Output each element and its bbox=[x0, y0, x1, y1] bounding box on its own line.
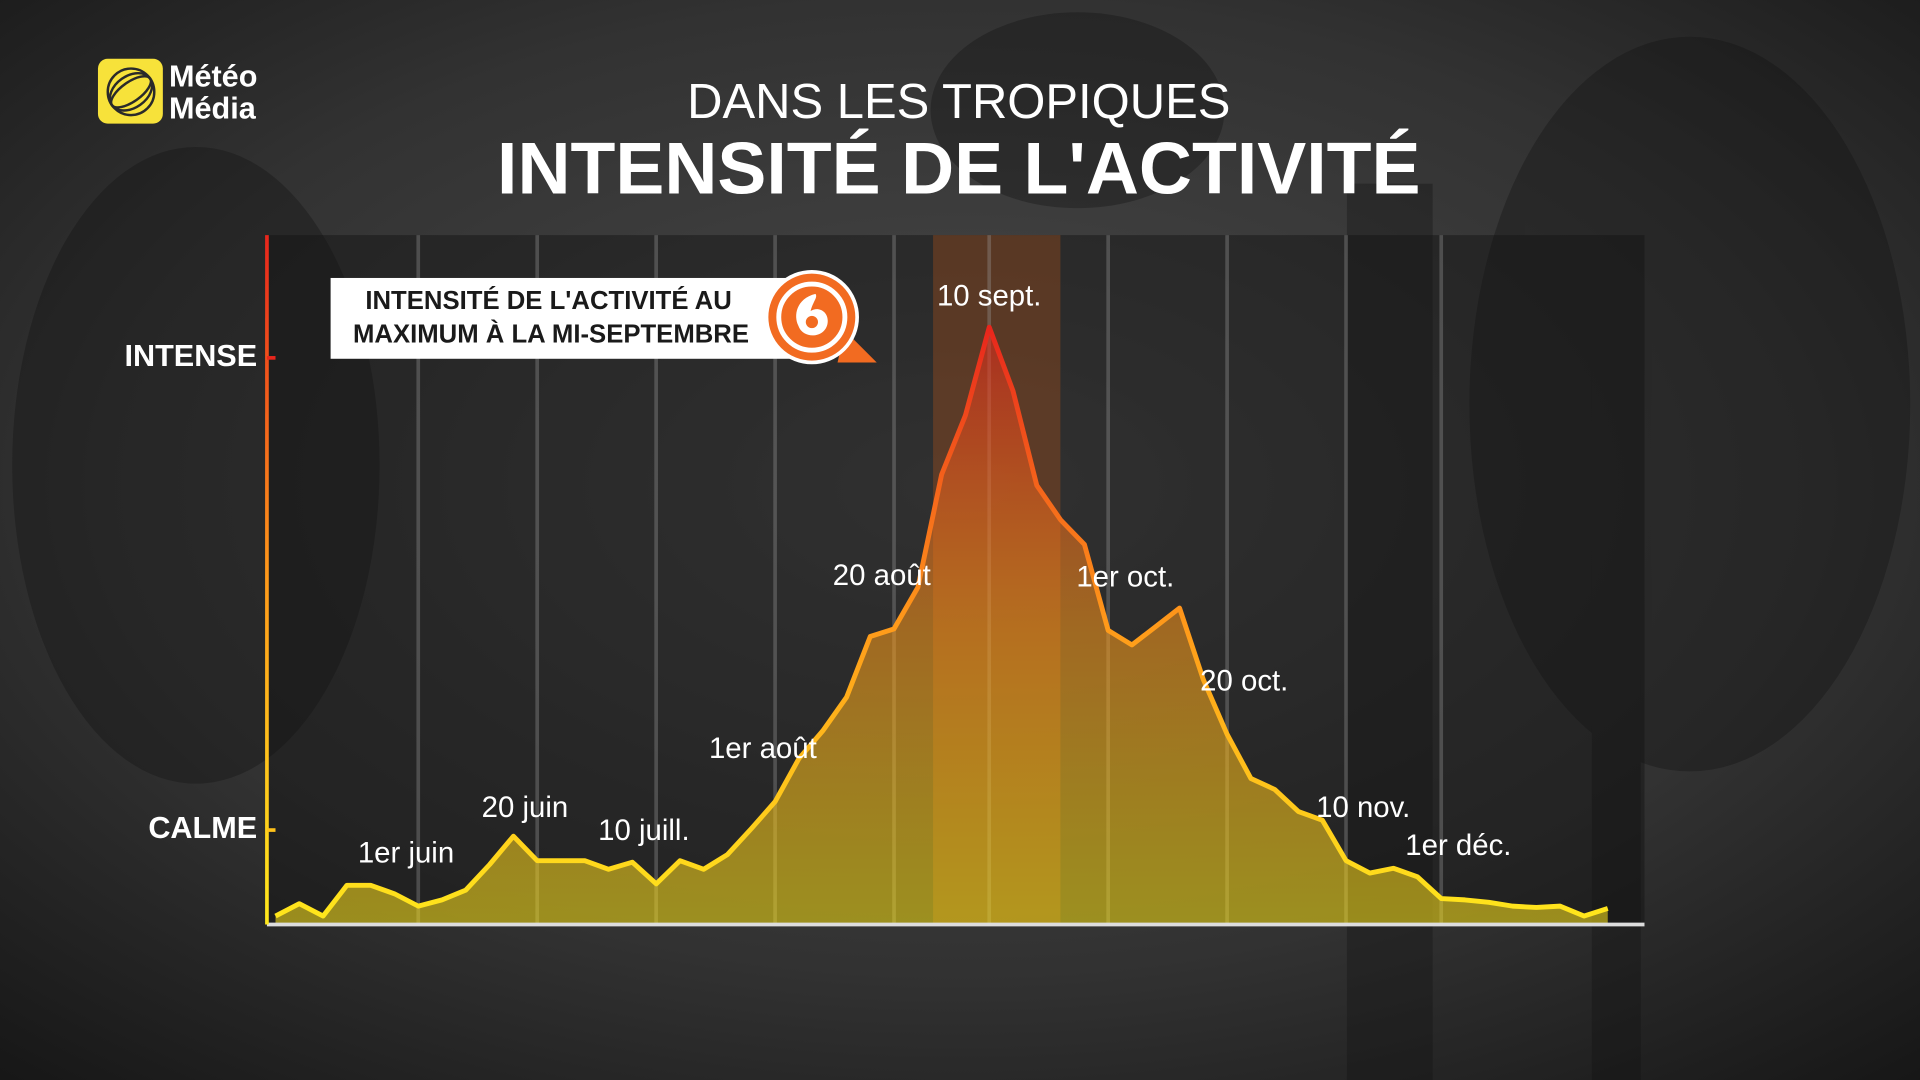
logo-globe bbox=[106, 67, 156, 117]
date-label: 10 juill. bbox=[598, 814, 689, 847]
line bbox=[274, 324, 1609, 919]
chart-title: INTENSITÉ DE L'ACTIVITÉ bbox=[497, 126, 1420, 209]
logo-text: Média bbox=[169, 91, 257, 125]
date-label: 1er août bbox=[709, 732, 817, 765]
area-fill bbox=[275, 327, 1608, 925]
date-label: 20 août bbox=[833, 559, 931, 592]
hurricane-ring bbox=[776, 281, 848, 353]
date-label: 1er oct. bbox=[1076, 561, 1174, 594]
callout-text: MAXIMUM À LA MI-SEPTEMBRE bbox=[353, 319, 749, 348]
hurricane-symbol bbox=[796, 293, 828, 336]
logo-text: Météo bbox=[169, 59, 257, 93]
y-tick-label: INTENSE bbox=[124, 339, 257, 373]
background-texture bbox=[12, 12, 1911, 1080]
logo: Météo Média bbox=[97, 58, 257, 125]
date-label: 10 sept. bbox=[937, 280, 1042, 313]
date-label: 20 oct. bbox=[1200, 665, 1288, 698]
callout-box bbox=[330, 277, 821, 359]
date-label: 10 nov. bbox=[1316, 791, 1410, 824]
callout: INTENSITÉ DE L'ACTIVITÉ AU MAXIMUM À LA … bbox=[330, 270, 877, 365]
date-label: 20 juin bbox=[482, 791, 569, 824]
y-tick-label: CALME bbox=[148, 811, 257, 845]
date-label: 1er déc. bbox=[1405, 829, 1511, 862]
chart-subtitle: DANS LES TROPIQUES bbox=[687, 75, 1230, 129]
callout-text: INTENSITÉ DE L'ACTIVITÉ AU bbox=[365, 286, 731, 315]
date-label: 1er juin bbox=[358, 836, 454, 869]
